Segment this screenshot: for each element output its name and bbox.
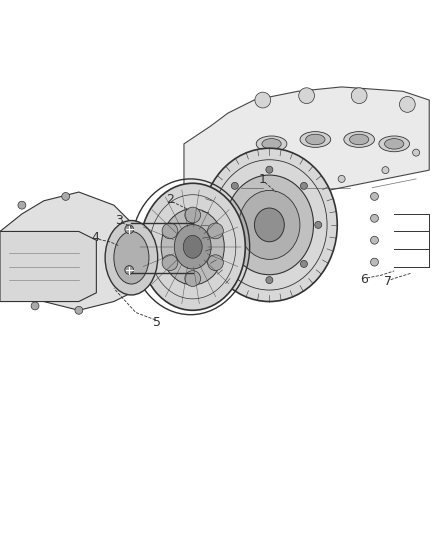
- Circle shape: [237, 167, 244, 174]
- Ellipse shape: [225, 175, 314, 274]
- Circle shape: [255, 92, 271, 108]
- Circle shape: [338, 175, 345, 182]
- Ellipse shape: [344, 132, 374, 147]
- Text: 4: 4: [92, 231, 99, 244]
- Circle shape: [162, 255, 178, 271]
- Polygon shape: [0, 192, 140, 310]
- Circle shape: [231, 182, 238, 189]
- Circle shape: [371, 192, 378, 200]
- Circle shape: [217, 221, 224, 229]
- Circle shape: [208, 255, 223, 271]
- Circle shape: [18, 201, 26, 209]
- Circle shape: [371, 214, 378, 222]
- Text: 2: 2: [166, 192, 174, 206]
- Ellipse shape: [262, 139, 281, 149]
- Ellipse shape: [385, 139, 404, 149]
- Ellipse shape: [161, 209, 224, 285]
- Text: 1: 1: [259, 173, 267, 186]
- Polygon shape: [184, 87, 429, 214]
- Circle shape: [299, 88, 314, 103]
- Ellipse shape: [254, 208, 284, 242]
- Ellipse shape: [306, 134, 325, 145]
- Ellipse shape: [256, 136, 287, 152]
- Circle shape: [266, 277, 273, 284]
- Circle shape: [125, 225, 134, 233]
- Circle shape: [399, 96, 415, 112]
- Circle shape: [231, 261, 238, 268]
- Circle shape: [281, 175, 288, 182]
- Circle shape: [351, 88, 367, 103]
- Ellipse shape: [300, 132, 331, 147]
- Circle shape: [413, 149, 420, 156]
- Circle shape: [315, 221, 322, 229]
- Ellipse shape: [140, 183, 245, 310]
- Circle shape: [75, 306, 83, 314]
- Circle shape: [31, 302, 39, 310]
- Ellipse shape: [174, 224, 211, 269]
- Ellipse shape: [183, 236, 202, 258]
- Text: 7: 7: [384, 276, 392, 288]
- Circle shape: [185, 271, 201, 286]
- Circle shape: [300, 182, 307, 189]
- Circle shape: [185, 207, 201, 223]
- Circle shape: [300, 261, 307, 268]
- Circle shape: [62, 192, 70, 200]
- Polygon shape: [0, 231, 96, 302]
- Text: 3: 3: [115, 214, 123, 227]
- Circle shape: [208, 223, 223, 239]
- Ellipse shape: [105, 221, 158, 295]
- Ellipse shape: [350, 134, 369, 145]
- Ellipse shape: [201, 148, 337, 302]
- Circle shape: [371, 258, 378, 266]
- Ellipse shape: [114, 231, 149, 284]
- Ellipse shape: [239, 190, 300, 260]
- Circle shape: [382, 167, 389, 174]
- Ellipse shape: [379, 136, 410, 152]
- Text: 5: 5: [153, 316, 161, 329]
- Circle shape: [162, 223, 178, 239]
- Circle shape: [266, 166, 273, 173]
- Circle shape: [125, 265, 134, 274]
- Text: 6: 6: [360, 273, 368, 286]
- Circle shape: [371, 236, 378, 244]
